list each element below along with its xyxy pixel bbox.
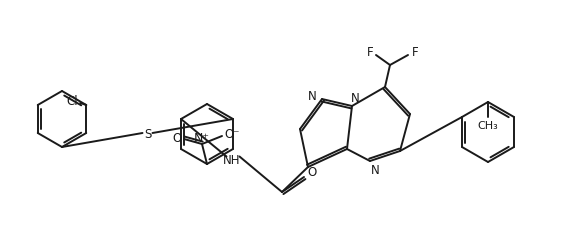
Text: N⁺: N⁺ [194, 131, 210, 144]
Text: F: F [412, 45, 418, 58]
Text: O: O [172, 131, 182, 144]
Text: O: O [307, 165, 316, 178]
Text: NH: NH [223, 153, 241, 166]
Text: O⁻: O⁻ [224, 127, 240, 140]
Text: N: N [370, 163, 380, 176]
Text: S: S [144, 128, 151, 141]
Text: N: N [308, 90, 316, 103]
Text: F: F [367, 45, 373, 58]
Text: N: N [351, 92, 359, 105]
Text: Cl: Cl [67, 95, 78, 108]
Text: CH₃: CH₃ [478, 120, 498, 131]
